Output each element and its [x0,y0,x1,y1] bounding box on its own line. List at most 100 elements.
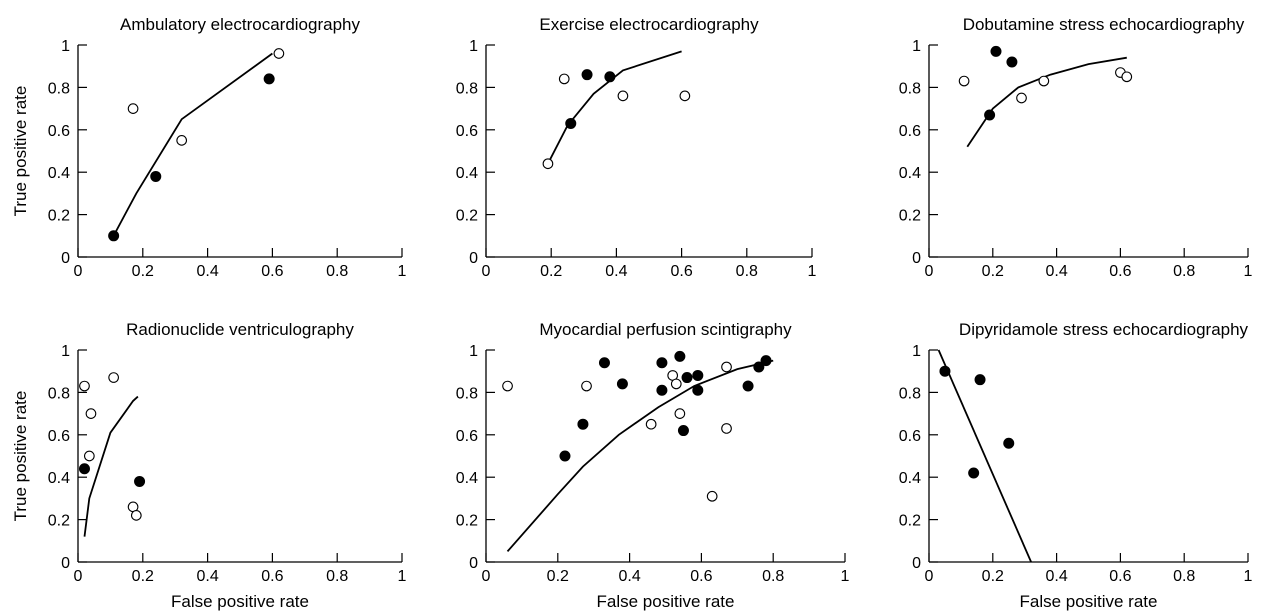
x-tick-label: 0.4 [1045,568,1067,585]
open-point [670,378,682,390]
open-point [558,73,570,85]
x-tick-label: 0.8 [1173,568,1195,585]
filled-point [565,117,577,129]
y-axis-title: True positive rate [11,86,30,217]
chart-panel: Dipyridamole stress echocardiography 0 0.2… [899,320,1253,611]
x-tick-label: 0.8 [736,263,758,280]
y-tick-label: 1 [61,38,70,55]
y-tick-label: 0 [469,555,478,572]
filled-point [577,418,589,430]
x-tick-label: 0.4 [196,568,218,585]
open-point [617,90,629,102]
y-tick-label: 0.6 [456,123,478,140]
chart-panel: Dobutamine stress echocardiography 0 0.2 0.… [899,15,1253,280]
y-tick-label: 0.2 [48,513,70,530]
filled-point [78,463,90,475]
y-tick-label: 0 [912,250,921,267]
open-point [176,135,188,146]
y-tick-label: 0.4 [899,165,921,182]
open-point [581,380,592,392]
x-tick-label: 0.4 [618,568,640,585]
x-tick-label: 0.6 [1109,568,1131,585]
y-tick-label: 1 [469,343,478,360]
filled-point [742,380,754,392]
summary-roc-curve [547,50,682,165]
filled-point [1003,437,1015,449]
open-point [679,90,691,102]
open-point [85,408,97,419]
x-tick-label: 0.4 [196,263,218,280]
open-point [1121,71,1133,83]
y-tick-label: 0.2 [899,208,921,225]
y-tick-label: 0.8 [899,80,921,97]
y-tick-label: 0.2 [456,513,478,530]
y-tick-label: 0.6 [899,428,921,445]
chart-title: Radionuclide ventriculography [126,320,354,339]
x-tick-label: 0.6 [1109,263,1131,280]
filled-point [581,69,593,81]
filled-point [753,361,765,373]
x-axis-title: False positive rate [597,592,735,611]
filled-point [150,170,162,182]
x-tick-label: 0 [925,263,934,280]
y-tick-label: 1 [469,38,478,55]
y-tick-label: 1 [912,38,921,55]
y-tick-label: 0.2 [48,208,70,225]
open-point [542,158,554,170]
x-tick-label: 0.2 [132,263,154,280]
y-tick-label: 0.4 [456,470,478,487]
filled-point [598,357,610,369]
filled-point [263,73,275,85]
filled-point [559,450,571,462]
filled-point [939,365,951,377]
x-tick-label: 0.2 [547,568,569,585]
x-tick-label: 0.4 [605,263,627,280]
open-point [130,510,142,521]
x-tick-label: 0.2 [540,263,562,280]
y-tick-label: 0.6 [456,428,478,445]
chart-title: Myocardial perfusion scintigraphy [539,320,792,339]
filled-point [656,384,668,396]
y-tick-label: 0.4 [456,165,478,182]
chart-panel: Exercise electrocardiography 0 0.2 0.4 0.6 0.… [456,15,817,280]
open-point [721,361,732,373]
x-tick-label: 0.8 [762,568,784,585]
chart-panel: Myocardial perfusion scintigraphy 0 0.2 0.4… [456,320,850,611]
y-tick-label: 0.4 [899,470,921,487]
x-axis-title: False positive rate [1020,592,1158,611]
open-point [706,490,718,502]
summary-roc-curve [966,56,1127,148]
summary-roc-curve [937,349,1032,563]
y-tick-label: 0 [469,250,478,267]
x-tick-label: 0.6 [690,568,712,585]
x-tick-label: 1 [841,568,850,585]
x-tick-label: 0 [482,568,491,585]
filled-point [692,369,704,381]
filled-point [604,71,616,83]
open-point [721,423,732,434]
x-tick-label: 0.8 [326,568,348,585]
filled-point [134,475,146,487]
x-tick-label: 0 [74,568,83,585]
open-point [273,48,285,59]
y-tick-label: 0.8 [899,385,921,402]
x-tick-label: 0.8 [326,263,348,280]
y-tick-label: 0.6 [48,123,70,140]
x-tick-label: 0.2 [982,263,1004,280]
chart-panel: Ambulatory electrocardiography 0 0.2 0.4 0.6… [11,15,407,280]
x-tick-label: 1 [808,263,817,280]
chart-title: Ambulatory electrocardiography [120,15,361,34]
y-tick-label: 0 [61,250,70,267]
open-point [83,450,95,462]
x-tick-label: 0 [482,263,491,280]
chart-title: Exercise electrocardiography [539,15,759,34]
chart-title: Dipyridamole stress echocardiography [959,320,1249,339]
y-tick-label: 0.6 [48,428,70,445]
y-axis-title: True positive rate [11,391,30,522]
y-tick-label: 1 [912,343,921,360]
y-tick-label: 0.8 [456,385,478,402]
open-point [1038,75,1050,87]
filled-point [616,378,628,390]
summary-roc-curve [506,359,774,552]
